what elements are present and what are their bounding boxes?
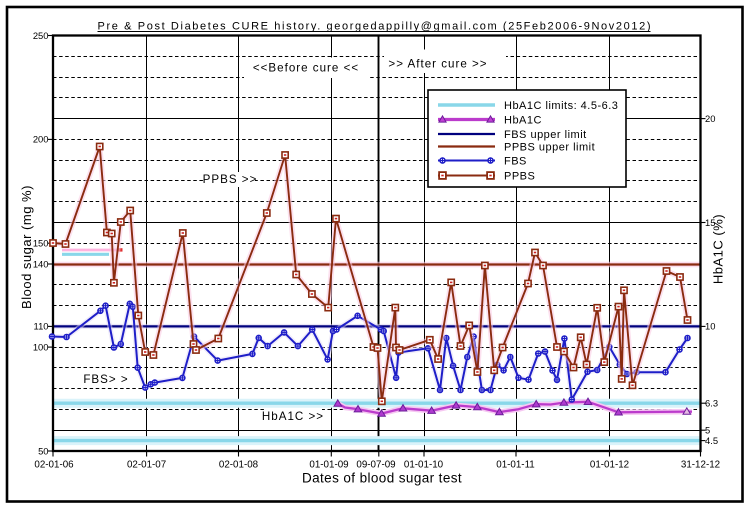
svg-text:200: 200: [33, 134, 49, 145]
svg-text:02-01-06: 02-01-06: [34, 460, 74, 471]
svg-text:01-01-12: 01-01-12: [590, 460, 629, 471]
svg-text:FBS: FBS: [504, 155, 527, 167]
svg-text:01-01-10: 01-01-10: [404, 460, 444, 471]
svg-text:HbA1C: HbA1C: [504, 114, 542, 126]
svg-text:6.3: 6.3: [705, 398, 718, 409]
svg-text:HbA1C limits: 4.5-6.3: HbA1C limits: 4.5-6.3: [504, 100, 618, 112]
svg-text:PPBS upper limit: PPBS upper limit: [504, 141, 595, 153]
svg-text:Pre & Post Diabetes CURE histo: Pre & Post Diabetes CURE history. george…: [98, 21, 651, 33]
svg-text:01-01-11: 01-01-11: [496, 460, 535, 471]
svg-text:4.5: 4.5: [705, 435, 718, 446]
svg-text:PPBS >>: PPBS >>: [203, 173, 258, 186]
svg-text:09-07-09: 09-07-09: [356, 460, 395, 471]
svg-text:02-01-07: 02-01-07: [127, 460, 166, 471]
svg-text:HbA1C >>: HbA1C >>: [262, 410, 324, 423]
svg-text:250: 250: [33, 30, 49, 41]
svg-text:>> After cure >>: >> After cure >>: [388, 58, 487, 71]
svg-text:31-12-12: 31-12-12: [681, 460, 720, 471]
svg-text:HbA1C (%): HbA1C (%): [711, 214, 726, 284]
svg-text:Dates of blood sugar test: Dates of blood sugar test: [302, 471, 462, 486]
svg-text:110: 110: [34, 321, 49, 332]
svg-text:FBS> >: FBS> >: [83, 373, 128, 386]
svg-text:20: 20: [705, 113, 715, 124]
svg-text:PPBS: PPBS: [504, 170, 535, 182]
svg-text:01-01-09: 01-01-09: [309, 460, 348, 471]
svg-text:5: 5: [705, 425, 710, 436]
svg-text:<<Before cure <<: <<Before cure <<: [253, 62, 359, 75]
svg-text:100: 100: [33, 341, 49, 352]
svg-text:Blood sugar (mg %): Blood sugar (mg %): [19, 185, 34, 309]
svg-text:10: 10: [705, 321, 715, 332]
svg-text:FBS upper limit: FBS upper limit: [504, 129, 587, 141]
svg-text:02-01-08: 02-01-08: [219, 460, 259, 471]
svg-text:50: 50: [38, 445, 48, 456]
svg-text:150: 150: [33, 238, 49, 249]
svg-text:15: 15: [705, 217, 715, 228]
svg-text:140: 140: [33, 258, 49, 269]
